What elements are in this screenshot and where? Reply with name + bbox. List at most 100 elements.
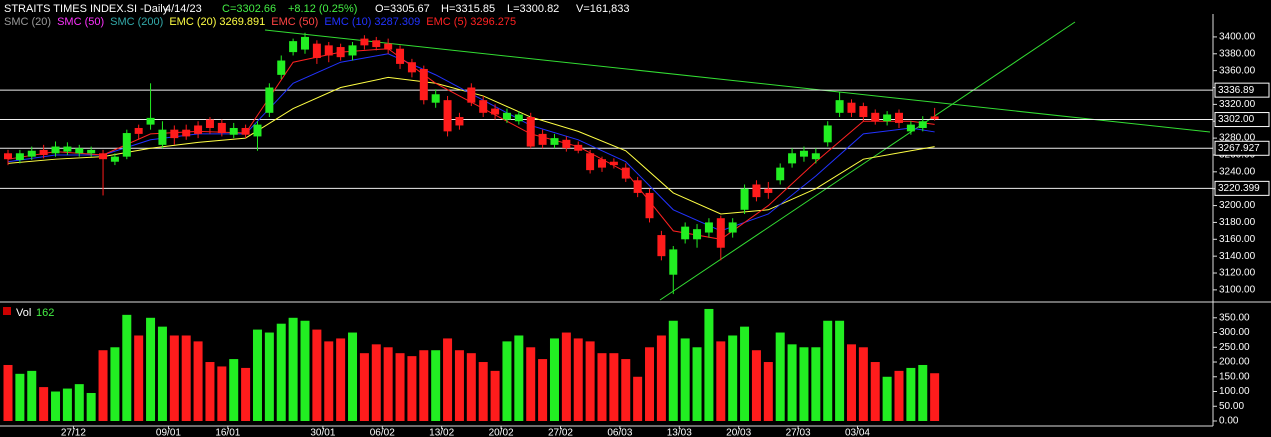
volume-bar (431, 350, 441, 421)
volume-bar (573, 338, 583, 421)
legend-entry: EMC (5) (426, 16, 467, 28)
candle-body (372, 40, 381, 48)
candle-body (336, 47, 345, 58)
candle-body (443, 100, 452, 132)
legend-entry: EMC (10) (324, 16, 371, 28)
y-tick-label: 3280.00 (1219, 133, 1256, 144)
volume-bar (205, 362, 215, 421)
title: STRAITS TIMES INDEX.SI -Daily (4, 3, 169, 15)
y-tick-label: 150.00 (1219, 371, 1250, 382)
x-tick-label: 16/01 (215, 428, 240, 437)
candle-body (502, 112, 511, 120)
candle-body (574, 144, 583, 151)
candle-body (431, 94, 440, 103)
candle-body (645, 192, 654, 219)
volume-bar (122, 314, 132, 421)
candle-body (538, 133, 547, 145)
volume-bar (526, 347, 536, 421)
volume-bar (763, 362, 773, 421)
candle-body (110, 156, 119, 162)
candle-body (883, 114, 892, 122)
candle-body (752, 184, 761, 198)
x-tick-label: 06/03 (607, 428, 632, 437)
y-tick-label: 50.00 (1219, 401, 1244, 412)
y-tick-label: 3380.00 (1219, 48, 1256, 59)
candle-body (312, 43, 321, 59)
candle-body (301, 36, 309, 50)
volume-bar (751, 350, 761, 421)
legend-value: 3269.891 (219, 16, 265, 28)
legend-entry: SMC (50) (57, 16, 104, 28)
candle-body (514, 114, 523, 122)
volume-bar (348, 332, 358, 421)
candle-body (586, 153, 595, 171)
legend-entry: SMC (200) (110, 16, 163, 28)
candle-body (930, 116, 939, 119)
volume-bar (502, 341, 512, 421)
candle-body (776, 167, 785, 181)
volume-bar (656, 335, 666, 421)
volume-bar (811, 347, 821, 421)
date: 4/14/23 (165, 3, 202, 15)
level-label: 3267.927 (1218, 143, 1260, 154)
volume-label: Vol (16, 307, 31, 319)
volume-bar (835, 320, 845, 421)
candle-body (146, 117, 155, 125)
legend-entry: SMC (20) (4, 16, 51, 28)
volume-bar (217, 366, 227, 421)
candle-body (479, 100, 488, 113)
candle-body (598, 159, 606, 168)
low: L=3300.82 (507, 3, 559, 15)
candle-body (799, 150, 808, 157)
x-tick-label: 30/01 (310, 428, 335, 437)
candle-body (811, 153, 820, 160)
volume-last: 162 (36, 307, 54, 319)
volume-bar (906, 367, 916, 421)
level-box (1214, 82, 1270, 98)
y-tick-label: 200.00 (1219, 357, 1250, 368)
volume-bar (110, 347, 120, 421)
volume-bar (241, 367, 251, 421)
candle-body (99, 153, 108, 160)
close: C=3302.66 (222, 3, 276, 15)
x-tick-label: 09/01 (156, 428, 181, 437)
candle-body (823, 125, 832, 143)
volume-bar (585, 341, 595, 421)
candle-body (491, 108, 500, 115)
y-tick-label: 3140.00 (1219, 251, 1256, 262)
candle-body (562, 139, 571, 149)
volume-bar (134, 335, 144, 421)
legend-value: 3287.309 (374, 16, 420, 28)
volume-bar (466, 353, 476, 421)
candle-body (396, 48, 405, 64)
candle-body (419, 68, 428, 101)
candle-body (716, 218, 725, 248)
volume-bar (692, 347, 702, 421)
volume-bar (383, 347, 393, 421)
x-tick-label: 06/02 (370, 428, 395, 437)
y-tick-label: 350.00 (1219, 312, 1250, 323)
candle-body (681, 226, 690, 240)
candle-body (87, 149, 96, 154)
candle-body (253, 124, 262, 137)
volume-bar (395, 353, 405, 421)
close-icon[interactable] (3, 307, 11, 315)
volume-bar (870, 362, 880, 421)
candle-body (609, 161, 618, 166)
x-tick-label: 03/04 (845, 428, 870, 437)
candle-body (134, 127, 143, 134)
candle-body (526, 117, 535, 147)
y-tick-label: 300.00 (1219, 327, 1250, 338)
candle-body (348, 45, 357, 56)
volume-bar (561, 332, 571, 421)
volume-bar (775, 332, 785, 421)
candle-body (740, 188, 749, 210)
candle-body (621, 167, 630, 179)
candle-body (633, 180, 642, 193)
volume-bar (86, 392, 96, 421)
x-tick-label: 27/03 (786, 428, 811, 437)
y-tick-label: 0.00 (1219, 416, 1239, 427)
x-tick-label: 13/03 (667, 428, 692, 437)
candle-body (229, 127, 238, 135)
y-tick-label: 3160.00 (1219, 234, 1256, 245)
